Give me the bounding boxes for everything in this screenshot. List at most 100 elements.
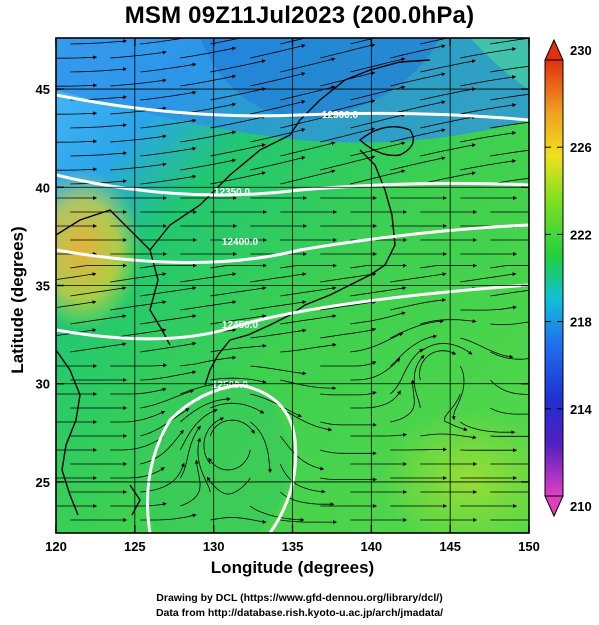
streamline [280, 57, 336, 73]
streamline [279, 435, 325, 471]
streamline [460, 337, 514, 359]
colorbar-tick-label: 230 [570, 43, 592, 58]
colorbar-tick-label: 226 [570, 140, 592, 155]
streamline [350, 357, 401, 381]
streamline [180, 46, 237, 59]
streamline [203, 417, 225, 465]
streamline [70, 263, 127, 269]
streamline [390, 447, 448, 452]
colorbar-max-arrow [544, 38, 564, 61]
streamline [250, 72, 306, 87]
streamline [350, 311, 406, 325]
streamline [460, 159, 517, 171]
streamline [460, 305, 517, 311]
streamline [390, 128, 446, 143]
streamline [560, 125, 599, 128]
streamline [180, 380, 236, 395]
streamline [110, 162, 167, 171]
streamline [180, 272, 237, 283]
streamline [460, 131, 517, 143]
streamline [490, 93, 529, 101]
streamline [140, 118, 197, 129]
streamline [420, 319, 477, 325]
streamline [210, 263, 267, 269]
streamline [250, 365, 307, 376]
streamline [560, 181, 599, 184]
streamline [70, 342, 127, 353]
x-tick-label: 135 [282, 539, 304, 554]
y-axis-label: Latitude (degrees) [8, 226, 27, 374]
contour-label: 12400.0 [222, 237, 259, 248]
streamline [390, 100, 446, 115]
streamline [250, 421, 272, 474]
streamline [490, 407, 529, 415]
streamline [210, 377, 267, 384]
streamline [140, 146, 197, 157]
y-tick-label: 45 [36, 82, 50, 97]
streamline [320, 99, 376, 115]
streamline [70, 314, 127, 325]
streamline [140, 286, 197, 297]
streamline [110, 502, 167, 507]
streamline [56, 272, 97, 281]
streamline [280, 314, 337, 325]
streamline [140, 38, 197, 45]
streamline [280, 342, 337, 353]
streamline [444, 393, 468, 432]
streamline [250, 100, 306, 115]
streamline [320, 327, 377, 339]
streamline [70, 39, 127, 45]
coastlines [56, 59, 431, 516]
height-contour [56, 173, 529, 197]
x-tick-label: 130 [203, 539, 225, 554]
streamline [390, 319, 444, 339]
contour-label: 12500.0 [212, 380, 249, 391]
streamline [110, 410, 166, 423]
streamline [320, 421, 377, 427]
colorbar: 210 214 218 222 226 230 [544, 38, 592, 518]
streamline [140, 341, 197, 353]
streamline [419, 350, 457, 381]
streamline [350, 141, 406, 157]
streamline [490, 265, 529, 269]
y-tick-label: 35 [36, 279, 50, 294]
streamline [390, 298, 447, 311]
streamline [210, 87, 266, 101]
streamline [560, 266, 599, 268]
streamline [280, 113, 336, 129]
streamline [179, 425, 201, 479]
streamline [390, 272, 447, 283]
streamline [390, 379, 415, 423]
height-contour [146, 383, 298, 533]
streamline [320, 449, 377, 456]
streamline [420, 343, 473, 355]
streamline [320, 391, 377, 396]
streamline [350, 286, 407, 297]
streamline [210, 314, 267, 325]
colorbar-tick-label: 214 [570, 402, 592, 417]
streamline [250, 128, 306, 143]
temperature-field: 12300.0 12350.0 12400.0 12450.0 12500.0 [56, 38, 599, 533]
chart-title: MSM 09Z11Jul2023 (200.0hPa) [124, 2, 475, 29]
streamline [56, 139, 98, 144]
streamline [560, 97, 599, 100]
streamline [350, 432, 407, 437]
streamline [320, 127, 376, 143]
streamline [180, 300, 237, 311]
streamline [70, 67, 127, 73]
streamline [420, 87, 476, 101]
streamline [180, 130, 237, 143]
streamline [420, 171, 476, 185]
streamline [320, 361, 377, 367]
streamline [140, 370, 197, 381]
streamline [350, 113, 406, 129]
streamline [210, 402, 265, 414]
streamlines [56, 38, 599, 525]
y-tick-label: 40 [36, 180, 50, 195]
streamline [56, 83, 98, 88]
streamline [280, 141, 336, 157]
streamline [180, 158, 237, 171]
streamline [350, 169, 406, 185]
streamline [280, 379, 337, 391]
streamline [250, 44, 306, 59]
